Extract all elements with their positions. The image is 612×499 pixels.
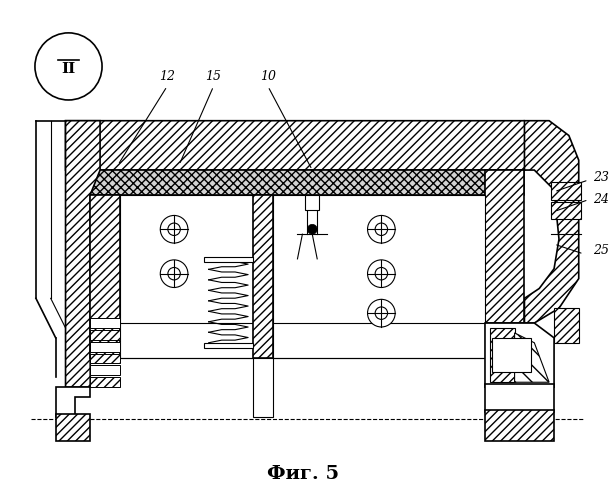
Circle shape: [368, 216, 395, 243]
Bar: [90, 365, 120, 375]
Circle shape: [375, 307, 387, 319]
Bar: [90, 377, 120, 387]
Bar: [551, 182, 581, 200]
Text: Фиг. 5: Фиг. 5: [267, 465, 340, 483]
Bar: [90, 354, 120, 363]
Polygon shape: [485, 170, 524, 323]
Bar: [204, 257, 253, 262]
Text: 25: 25: [594, 245, 610, 257]
Text: 24: 24: [594, 193, 610, 206]
Circle shape: [160, 260, 188, 287]
Circle shape: [307, 225, 317, 234]
Polygon shape: [490, 328, 515, 382]
Circle shape: [35, 33, 102, 100]
Polygon shape: [485, 323, 554, 387]
Circle shape: [368, 260, 395, 287]
Polygon shape: [253, 195, 273, 358]
Bar: [56, 414, 90, 442]
Polygon shape: [524, 121, 579, 323]
Bar: [90, 318, 120, 328]
Text: II: II: [61, 62, 76, 76]
Polygon shape: [253, 358, 273, 417]
Bar: [305, 195, 319, 210]
Polygon shape: [554, 308, 579, 343]
Polygon shape: [65, 121, 549, 170]
Bar: [485, 410, 554, 442]
Circle shape: [160, 216, 188, 243]
Circle shape: [168, 223, 181, 236]
Bar: [204, 343, 253, 348]
Polygon shape: [65, 170, 524, 195]
Circle shape: [375, 267, 387, 280]
Bar: [485, 384, 554, 412]
Polygon shape: [90, 195, 120, 358]
Bar: [90, 330, 120, 340]
Circle shape: [168, 267, 181, 280]
Text: 12: 12: [159, 70, 175, 83]
Bar: [90, 342, 120, 352]
Circle shape: [375, 223, 387, 236]
Text: 23: 23: [594, 172, 610, 185]
Circle shape: [368, 299, 395, 327]
Polygon shape: [515, 333, 549, 382]
Bar: [120, 195, 253, 358]
Polygon shape: [56, 387, 90, 417]
Bar: [551, 202, 581, 220]
Bar: [492, 338, 531, 372]
Bar: [273, 195, 485, 358]
Text: 15: 15: [206, 70, 222, 83]
Text: 10: 10: [260, 70, 276, 83]
Polygon shape: [65, 121, 100, 387]
